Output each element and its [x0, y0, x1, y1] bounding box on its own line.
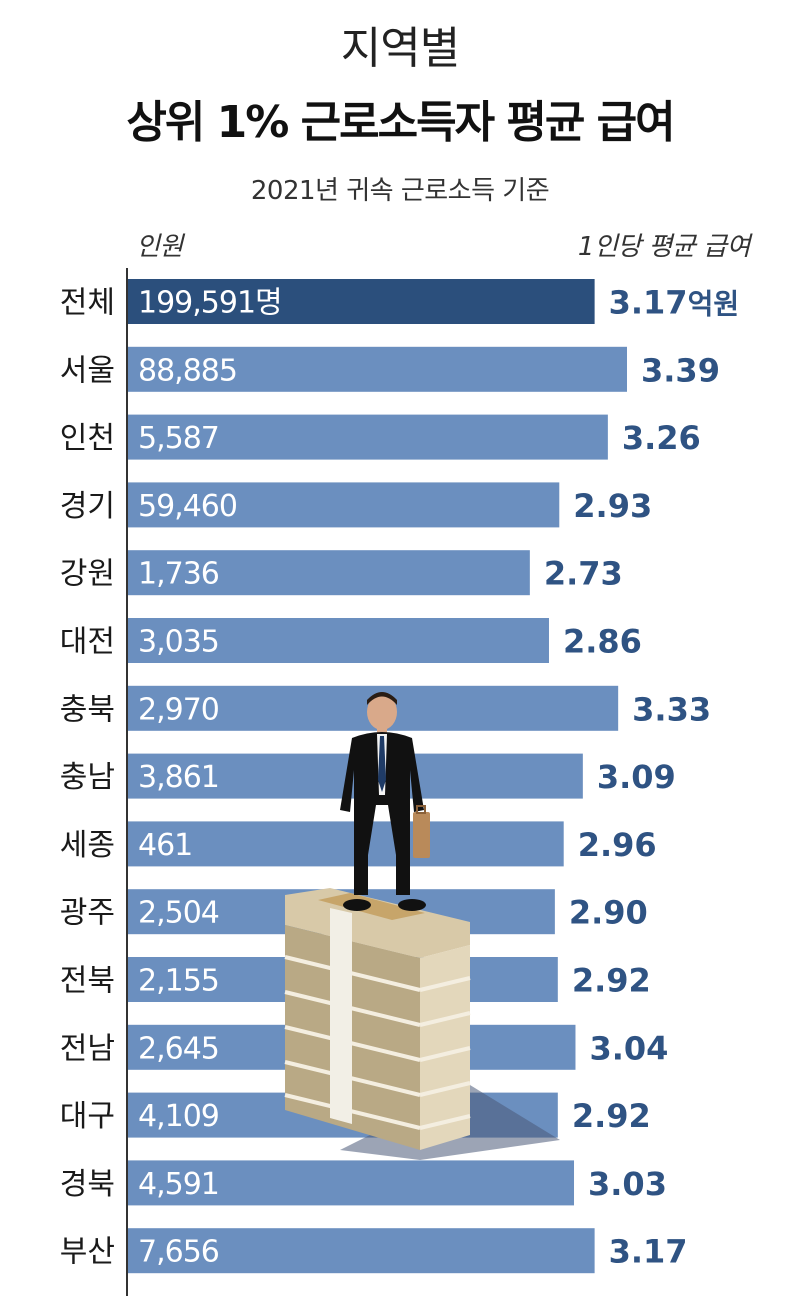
category-label: 대전 — [60, 625, 115, 660]
value-label: 2.92 — [572, 1097, 651, 1135]
count-label: 2,970 — [138, 692, 219, 727]
title-line1: 지역별 — [340, 23, 460, 74]
category-label: 서울 — [60, 353, 115, 388]
count-label: 88,885 — [138, 353, 237, 388]
bar-2 — [128, 414, 608, 460]
value-label: 2.86 — [563, 623, 642, 661]
category-label: 부산 — [60, 1235, 115, 1270]
count-label: 4,109 — [138, 1099, 219, 1134]
value-label: 2.73 — [544, 555, 623, 593]
bar-1 — [128, 346, 627, 392]
category-label: 대구 — [60, 1099, 115, 1134]
value-label: 3.09 — [597, 758, 676, 796]
count-label: 4,591 — [138, 1167, 219, 1202]
category-label: 전북 — [60, 964, 115, 999]
count-label: 199,591명 — [138, 286, 282, 321]
bar-8 — [128, 821, 564, 867]
value-label: 2.92 — [572, 962, 651, 1000]
count-label: 2,155 — [138, 964, 219, 999]
bar-3 — [128, 482, 560, 528]
value-label: 2.93 — [573, 487, 652, 525]
value-label: 2.96 — [578, 826, 657, 864]
bar-5 — [128, 618, 549, 663]
chart-title: 상위 1% 근로소득자 평균 급여 — [126, 97, 675, 148]
count-label: 461 — [138, 828, 192, 863]
bar-14 — [128, 1228, 595, 1274]
value-unit-label: 억원 — [688, 288, 740, 321]
category-label: 인천 — [60, 421, 115, 456]
count-label: 2,504 — [138, 896, 219, 931]
count-column-label: 인원 — [136, 232, 183, 262]
businessman-on-money-stack-icon — [284, 692, 560, 1160]
chart-subtitle: 2021년 귀속 근로소득 기준 — [250, 176, 550, 206]
category-label: 전체 — [60, 286, 115, 321]
category-label: 세종 — [60, 828, 115, 863]
category-label: 충남 — [60, 760, 115, 795]
salary-column-label: 1인당 평균 급여 — [577, 232, 751, 262]
value-label: 3.17 — [609, 1233, 688, 1271]
bar-13 — [128, 1160, 575, 1206]
category-label: 강원 — [60, 557, 115, 592]
category-label: 경북 — [60, 1167, 115, 1202]
count-label: 7,656 — [138, 1235, 219, 1270]
value-label: 3.04 — [589, 1029, 668, 1067]
count-label: 5,587 — [138, 421, 219, 456]
value-label: 3.03 — [588, 1165, 667, 1203]
count-label: 1,736 — [138, 557, 219, 592]
value-label: 3.17억원 — [609, 284, 739, 322]
count-label: 3,035 — [138, 625, 219, 660]
value-label: 2.90 — [569, 894, 648, 932]
category-label: 충북 — [60, 692, 115, 727]
bar-4 — [128, 550, 530, 596]
value-label: 3.26 — [622, 419, 701, 457]
category-label: 경기 — [60, 489, 115, 524]
count-label: 2,645 — [138, 1031, 219, 1066]
value-label: 3.39 — [641, 351, 720, 389]
count-label: 3,861 — [138, 760, 219, 795]
value-label: 3.33 — [632, 690, 711, 728]
bar-0 — [128, 279, 595, 324]
count-label: 59,460 — [138, 489, 237, 524]
category-label: 전남 — [60, 1031, 115, 1066]
category-label: 광주 — [60, 896, 115, 931]
